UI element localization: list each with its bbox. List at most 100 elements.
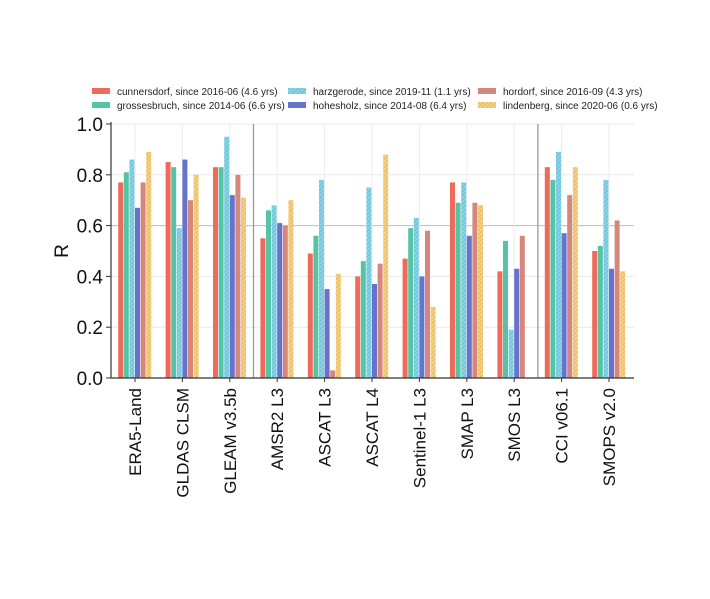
bar [450, 182, 455, 378]
bars [118, 136, 626, 378]
legend-swatch [92, 102, 110, 108]
bar [118, 182, 124, 378]
y-tick-label: 0.2 [77, 318, 103, 339]
legend-label: hohesholz, since 2014-08 (6.4 yrs) [313, 101, 466, 112]
bar [519, 235, 525, 378]
x-tick-label: Sentinel-1 L3 [410, 388, 429, 488]
bar [372, 284, 377, 378]
bar [188, 200, 193, 378]
legend-swatch [288, 102, 306, 108]
bar [260, 238, 266, 378]
bar [503, 240, 508, 378]
x-tick-label: AMSR2 L3 [268, 388, 287, 470]
legend-swatch [288, 88, 306, 94]
bar [614, 220, 620, 378]
bar [176, 228, 182, 378]
bar [550, 179, 556, 378]
bar [235, 174, 241, 378]
bar [514, 268, 520, 378]
bar [335, 273, 341, 378]
bar [609, 268, 614, 378]
bar [319, 179, 324, 378]
bar [324, 289, 330, 378]
bar [182, 159, 188, 378]
bar [241, 197, 246, 378]
bar [620, 271, 626, 378]
legend-item: cunnersdorf, since 2016-06 (4.6 yrs) [92, 87, 278, 98]
legend-item: hohesholz, since 2014-08 (6.4 yrs) [288, 101, 466, 112]
legend-item: hordorf, since 2016-09 (4.3 yrs) [478, 87, 643, 98]
bar [478, 205, 483, 378]
bar [330, 370, 336, 378]
bar [224, 136, 230, 378]
y-tick-label: 0.8 [77, 166, 103, 187]
bar [165, 162, 171, 378]
legend-swatch [92, 88, 110, 94]
y-tick-label: 1.0 [77, 115, 103, 136]
x-tick-label: GLDAS CLSM [173, 388, 192, 498]
bar [472, 202, 478, 378]
legend-item: grossesbruch, since 2014-06 (6.6 yrs) [92, 101, 285, 112]
y-tick-label: 0.0 [77, 369, 103, 390]
bar [497, 271, 503, 378]
bar [135, 207, 140, 378]
bar [603, 179, 609, 378]
bar [355, 276, 361, 378]
bar [277, 223, 283, 378]
bar [567, 195, 573, 378]
y-axis-label: R [52, 244, 73, 258]
legend-swatch [478, 88, 496, 94]
legend: cunnersdorf, since 2016-06 (4.6 yrs) harz… [92, 87, 658, 112]
bar [266, 210, 271, 378]
bar [592, 251, 598, 378]
x-tick-label: GLEAM v3.5b [221, 388, 240, 494]
bar [597, 245, 603, 378]
bar [556, 151, 561, 378]
bar [193, 174, 199, 378]
bar [218, 167, 224, 378]
bar [561, 233, 567, 378]
y-tick-label: 0.4 [77, 267, 104, 288]
legend-label: cunnersdorf, since 2016-06 (4.6 yrs) [117, 87, 278, 98]
bar [377, 263, 383, 378]
x-tick-label: ASCAT L3 [316, 388, 335, 467]
bar [544, 167, 550, 378]
bar [213, 167, 218, 378]
legend-label: grossesbruch, since 2014-06 (6.6 yrs) [117, 101, 285, 112]
bar [146, 151, 152, 378]
axes: 0.0 0.2 0.4 0.6 0.8 1.0 ERA5-Land GLDAS CLSM GLE… [77, 115, 634, 498]
bar [366, 187, 372, 378]
bar [229, 195, 235, 378]
legend-swatch [478, 102, 496, 108]
legend-item: harzgerode, since 2019-11 (1.1 yrs) [288, 87, 471, 98]
legend-label: hordorf, since 2016-09 (4.3 yrs) [503, 87, 643, 98]
legend-label: lindenberg, since 2020-06 (0.6 yrs) [503, 101, 658, 112]
x-tick-label: ERA5-Land [126, 388, 145, 476]
bar [360, 261, 366, 378]
x-tick-label: SMOS L3 [505, 388, 524, 462]
bar [313, 235, 319, 378]
bar [455, 202, 461, 378]
bar [271, 205, 277, 378]
bar [430, 306, 436, 378]
bar [413, 217, 419, 378]
bar [466, 235, 472, 378]
bar [282, 225, 288, 378]
legend-item: lindenberg, since 2020-06 (0.6 yrs) [478, 101, 658, 112]
bar [307, 253, 313, 378]
x-tick-label: ASCAT L4 [363, 388, 382, 467]
bar [123, 172, 129, 378]
bar [288, 200, 294, 378]
y-tick-label: 0.6 [77, 217, 103, 238]
bar [425, 230, 430, 378]
x-tick-label: SMAP L3 [458, 388, 477, 460]
bar [508, 329, 514, 378]
bar [140, 182, 146, 378]
x-tick-label: SMOPS v2.0 [600, 388, 619, 486]
bar [171, 167, 177, 378]
bar [408, 228, 414, 378]
x-tick-label: CCI v06.1 [553, 388, 572, 464]
bar [461, 182, 467, 378]
bar [419, 276, 425, 378]
